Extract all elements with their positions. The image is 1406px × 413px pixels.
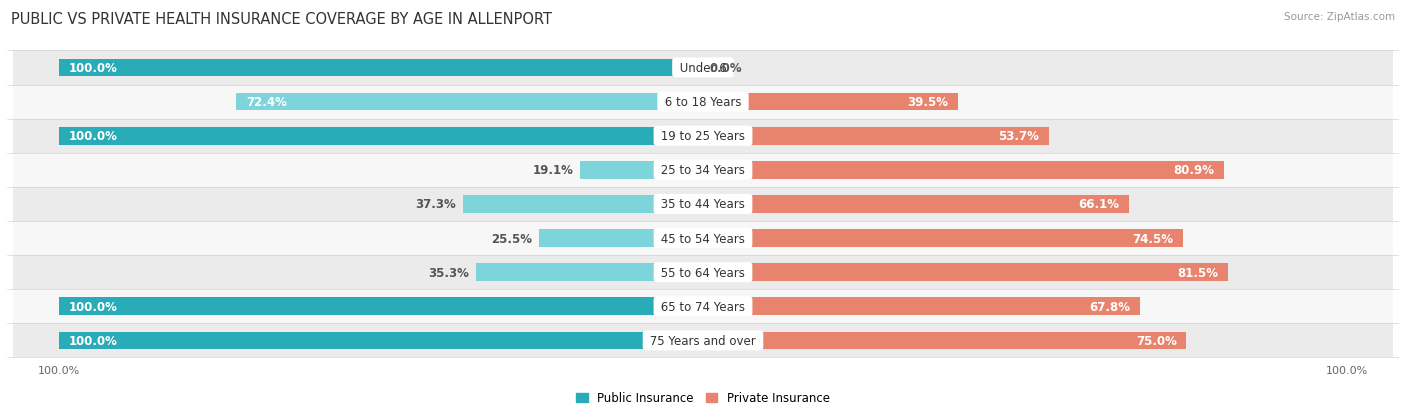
Text: 37.3%: 37.3% — [415, 198, 456, 211]
Bar — [703, 93, 957, 111]
Bar — [14, 153, 1392, 188]
Text: 55 to 64 Years: 55 to 64 Years — [657, 266, 749, 279]
Bar — [14, 221, 1392, 256]
Text: Source: ZipAtlas.com: Source: ZipAtlas.com — [1284, 12, 1395, 22]
Text: 6 to 18 Years: 6 to 18 Years — [661, 96, 745, 109]
Bar — [14, 188, 1392, 221]
Bar — [59, 128, 703, 145]
Bar — [703, 230, 1182, 247]
Text: 75.0%: 75.0% — [1136, 334, 1177, 347]
Text: 100.0%: 100.0% — [69, 334, 117, 347]
Bar — [703, 298, 1140, 316]
Text: 35 to 44 Years: 35 to 44 Years — [657, 198, 749, 211]
Text: 80.9%: 80.9% — [1174, 164, 1215, 177]
Bar — [703, 161, 1225, 179]
Text: 25 to 34 Years: 25 to 34 Years — [657, 164, 749, 177]
Bar — [14, 119, 1392, 153]
Text: 35.3%: 35.3% — [429, 266, 470, 279]
Text: 53.7%: 53.7% — [998, 130, 1039, 143]
Bar — [703, 332, 1187, 349]
Text: 25.5%: 25.5% — [491, 232, 533, 245]
Bar — [236, 93, 703, 111]
Bar — [538, 230, 703, 247]
Text: 67.8%: 67.8% — [1090, 300, 1130, 313]
Text: 19.1%: 19.1% — [533, 164, 574, 177]
Bar — [703, 263, 1229, 281]
Bar — [703, 196, 1129, 213]
Text: 72.4%: 72.4% — [246, 96, 287, 109]
Text: 100.0%: 100.0% — [69, 300, 117, 313]
Text: 100.0%: 100.0% — [69, 130, 117, 143]
Bar — [463, 196, 703, 213]
Bar — [14, 323, 1392, 358]
Text: 75 Years and over: 75 Years and over — [647, 334, 759, 347]
Bar — [59, 298, 703, 316]
Bar — [59, 332, 703, 349]
Legend: Public Insurance, Private Insurance: Public Insurance, Private Insurance — [571, 387, 835, 409]
Bar — [703, 128, 1049, 145]
Bar — [14, 51, 1392, 85]
Text: 74.5%: 74.5% — [1132, 232, 1174, 245]
Text: 81.5%: 81.5% — [1178, 266, 1219, 279]
Bar — [475, 263, 703, 281]
Bar — [59, 59, 703, 77]
Text: Under 6: Under 6 — [676, 62, 730, 75]
Text: 0.0%: 0.0% — [710, 62, 742, 75]
Bar — [14, 256, 1392, 290]
Text: PUBLIC VS PRIVATE HEALTH INSURANCE COVERAGE BY AGE IN ALLENPORT: PUBLIC VS PRIVATE HEALTH INSURANCE COVER… — [11, 12, 553, 27]
Bar — [14, 85, 1392, 119]
Text: 19 to 25 Years: 19 to 25 Years — [657, 130, 749, 143]
Text: 39.5%: 39.5% — [907, 96, 948, 109]
Text: 66.1%: 66.1% — [1078, 198, 1119, 211]
Text: 100.0%: 100.0% — [69, 62, 117, 75]
Text: 65 to 74 Years: 65 to 74 Years — [657, 300, 749, 313]
Text: 45 to 54 Years: 45 to 54 Years — [657, 232, 749, 245]
Bar — [579, 161, 703, 179]
Bar — [14, 290, 1392, 323]
